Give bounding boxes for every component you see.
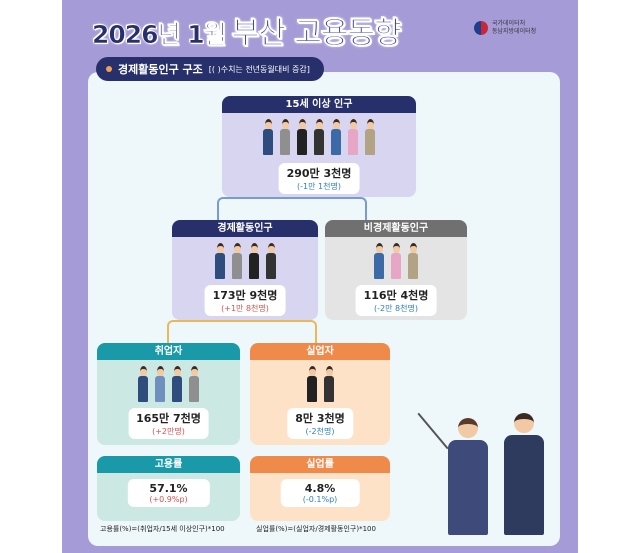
box-header: 실업자 — [250, 343, 390, 360]
infographic-poster: 2026년 1월 부산 고용동향 국가데이터처 동남지방데이터청 경제활동인구 구조… — [62, 0, 578, 553]
page-title: 2026년 1월 부산 고용동향 — [92, 8, 402, 52]
bullet-icon — [106, 66, 112, 72]
value: 57.1% — [149, 482, 188, 495]
value: 165만 7천명 — [136, 412, 201, 425]
value-card: 4.8% (-0.1%p) — [280, 479, 360, 507]
people-illustration — [97, 366, 240, 402]
change: (-0.1%p) — [302, 495, 338, 504]
value-card: 116만 4천명 (-2만 8천명) — [355, 285, 437, 316]
employment-rate-box: 고용률 57.1% (+0.9%p) — [97, 456, 240, 521]
taegeuk-emblem-icon — [474, 21, 488, 35]
change: (+0.9%p) — [149, 495, 188, 504]
unemployment-rate-box: 실업률 4.8% (-0.1%p) — [250, 456, 390, 521]
section-note: [( )수치는 전년동월대비 증감] — [208, 64, 310, 74]
value: 4.8% — [304, 482, 336, 495]
change: (+1만 8천명) — [221, 304, 269, 313]
value-card: 290만 3천명 (-1만 1천명) — [278, 163, 360, 194]
unemployed-box: 실업자 8만 3천명 (-2천명) — [250, 343, 390, 445]
value: 173만 9천명 — [212, 289, 278, 302]
change: (+2만명) — [152, 427, 185, 436]
economically-active-box: 경제활동인구 173만 9천명 (+1만 8천명) — [172, 220, 318, 320]
value-card: 165만 7천명 (+2만명) — [128, 408, 209, 439]
agency-logo: 국가데이터처 동남지방데이터청 — [474, 20, 536, 36]
employed-box: 취업자 165만 7천명 (+2만명) — [97, 343, 240, 445]
change: (-2천명) — [305, 427, 335, 436]
unemployment-rate-formula: 실업률(%)=(실업자/경제활동인구)*100 — [256, 525, 376, 533]
box-header: 취업자 — [97, 343, 240, 360]
logo-line1: 국가데이터처 — [492, 20, 526, 27]
connector-line — [167, 320, 317, 346]
people-illustration — [172, 243, 318, 279]
box-header: 경제활동인구 — [172, 220, 318, 237]
people-illustration — [222, 119, 416, 155]
box-header: 비경제활동인구 — [325, 220, 467, 237]
title-date: 2026년 1월 — [92, 20, 227, 50]
logo-line2: 동남지방데이터청 — [492, 28, 537, 35]
value-card: 57.1% (+0.9%p) — [127, 479, 210, 507]
change: (-2만 8천명) — [374, 304, 418, 313]
population-15-box: 15세 이상 인구 290만 3천명 (-1만 1천명) — [222, 96, 416, 197]
title-main: 부산 고용동향 — [231, 16, 402, 52]
box-header: 고용률 — [97, 456, 240, 473]
people-illustration — [325, 243, 467, 279]
people-illustration — [250, 366, 390, 402]
value-card: 173만 9천명 (+1만 8천명) — [204, 285, 286, 316]
box-header: 15세 이상 인구 — [222, 96, 416, 113]
economically-inactive-box: 비경제활동인구 116만 4천명 (-2만 8천명) — [325, 220, 467, 320]
value: 8만 3천명 — [295, 412, 345, 425]
section-title-text: 경제활동인구 구조 — [118, 63, 203, 76]
section-title: 경제활동인구 구조 [( )수치는 전년동월대비 증감] — [96, 57, 324, 81]
connector-line — [217, 197, 367, 223]
value: 116만 4천명 — [363, 289, 429, 302]
value-card: 8만 3천명 (-2천명) — [287, 408, 353, 439]
box-header: 실업률 — [250, 456, 390, 473]
change: (-1만 1천명) — [297, 182, 341, 191]
employment-rate-formula: 고용률(%)=(취업자/15세 이상인구)*100 — [100, 525, 225, 533]
value: 290만 3천명 — [286, 167, 352, 180]
